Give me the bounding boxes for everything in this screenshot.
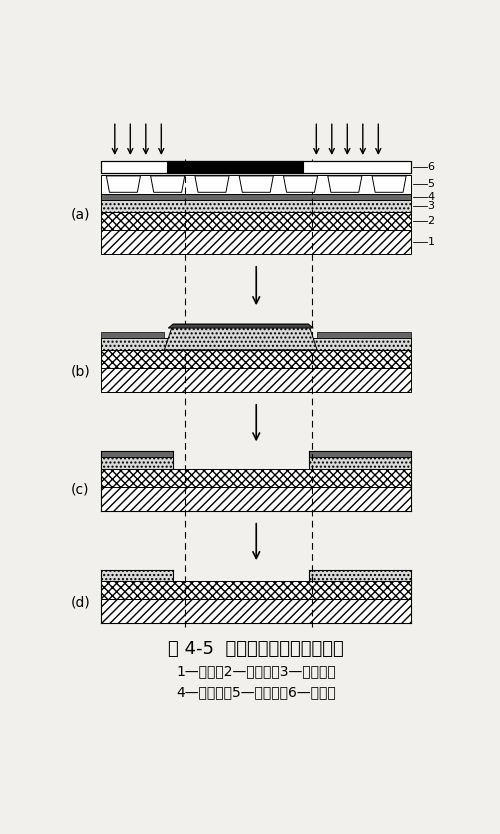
Bar xyxy=(101,450,173,457)
Bar xyxy=(101,457,173,469)
Bar xyxy=(101,368,411,392)
Bar xyxy=(101,212,411,230)
Bar xyxy=(101,581,411,599)
Polygon shape xyxy=(372,176,406,193)
Bar xyxy=(317,332,411,339)
Bar xyxy=(167,161,303,173)
Polygon shape xyxy=(106,176,140,193)
Text: 4: 4 xyxy=(428,192,434,202)
Bar xyxy=(101,570,173,581)
Bar xyxy=(101,332,164,339)
Polygon shape xyxy=(168,324,313,328)
Bar xyxy=(101,161,411,173)
Text: (a): (a) xyxy=(70,208,90,221)
Polygon shape xyxy=(239,176,274,193)
Bar xyxy=(308,457,411,469)
Text: 2: 2 xyxy=(428,216,434,226)
Text: 1: 1 xyxy=(428,237,434,247)
Text: 6: 6 xyxy=(428,162,434,172)
Bar xyxy=(101,161,411,173)
Bar xyxy=(101,174,411,193)
Bar xyxy=(101,200,411,212)
Polygon shape xyxy=(284,176,318,193)
Text: 图 4-5  阳图型无水平版制版过程: 图 4-5 阳图型无水平版制版过程 xyxy=(168,641,344,658)
Text: 4—硅胶层；5—保护层；6—阳图片: 4—硅胶层；5—保护层；6—阳图片 xyxy=(176,686,336,699)
Polygon shape xyxy=(195,176,229,193)
Polygon shape xyxy=(164,324,317,350)
Text: (b): (b) xyxy=(70,364,90,378)
Text: (d): (d) xyxy=(70,595,90,610)
Bar xyxy=(101,599,411,624)
Text: 3: 3 xyxy=(428,201,434,211)
Bar xyxy=(101,193,411,200)
Bar xyxy=(308,570,411,581)
Text: (c): (c) xyxy=(70,483,89,497)
Text: 1—版基；2—底涂层；3—感光层；: 1—版基；2—底涂层；3—感光层； xyxy=(176,665,336,679)
Bar xyxy=(101,469,411,487)
Bar xyxy=(101,350,411,368)
Bar xyxy=(101,230,411,254)
Bar xyxy=(101,487,411,511)
Polygon shape xyxy=(328,176,362,193)
Text: 5: 5 xyxy=(428,179,434,189)
Polygon shape xyxy=(150,176,184,193)
Bar xyxy=(308,450,411,457)
Bar xyxy=(101,339,411,350)
